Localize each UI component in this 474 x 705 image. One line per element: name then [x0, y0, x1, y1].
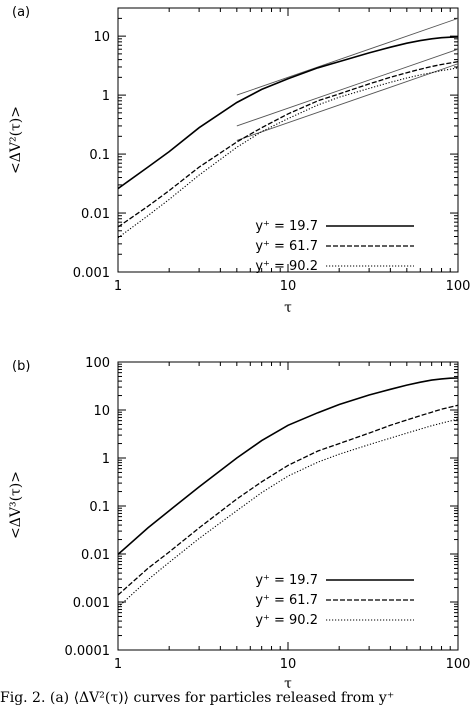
- y-tick-label: 0.1: [89, 500, 110, 515]
- series-line: [117, 36, 459, 190]
- y-tick-label: 0.01: [81, 548, 110, 563]
- legend-label: y⁺ = 90.2: [255, 613, 318, 628]
- reference-line: [236, 17, 459, 96]
- panel-a-label: (a): [12, 5, 30, 20]
- series-line: [117, 418, 459, 608]
- series-line: [117, 404, 459, 596]
- y-tick-label: 0.01: [81, 207, 110, 222]
- x-tick-label: 10: [280, 657, 297, 672]
- panel-a: (a) 0.001 0.01 0.1 1 10 1 10 100 τ <ΔV²(τ)> y⁺…: [8, 5, 470, 316]
- x-tick-label: 100: [446, 279, 471, 294]
- panel-a-reference-lines: [236, 17, 459, 141]
- y-tick-label: 0.1: [89, 148, 110, 163]
- x-tick-label: 1: [114, 279, 122, 294]
- x-tick-label: 1: [114, 657, 122, 672]
- panel-b-legend: y⁺ = 19.7 y⁺ = 61.7 y⁺ = 90.2: [255, 573, 414, 628]
- panel-b-label: (b): [12, 359, 30, 374]
- panel-b-y-axis-label: <ΔV³(τ)>: [8, 471, 24, 539]
- x-tick-label: 100: [446, 657, 471, 672]
- panel-a-y-tick-labels: 0.001 0.01 0.1 1 10: [73, 30, 110, 281]
- panel-b-x-tick-labels: 1 10 100: [114, 657, 471, 672]
- reference-line: [236, 63, 459, 141]
- series-line: [117, 67, 459, 239]
- panel-a-x-tick-labels: 1 10 100: [114, 279, 471, 294]
- legend-label: y⁺ = 61.7: [255, 239, 318, 254]
- y-tick-label: 10: [93, 404, 110, 419]
- legend-label: y⁺ = 61.7: [255, 593, 318, 608]
- y-tick-label: 0.001: [73, 596, 110, 611]
- legend-label: y⁺ = 90.2: [255, 259, 318, 274]
- panel-a-y-axis-label: <ΔV²(τ)>: [8, 106, 24, 174]
- panel-a-legend: y⁺ = 19.7 y⁺ = 61.7 y⁺ = 90.2: [255, 219, 414, 274]
- legend-label: y⁺ = 19.7: [255, 573, 318, 588]
- y-tick-label: 10: [93, 30, 110, 45]
- y-tick-label: 1: [102, 452, 110, 467]
- figure-caption: Fig. 2. (a) ⟨ΔV²(τ)⟩ curves for particle…: [0, 690, 394, 705]
- panel-b-ticks: [117, 362, 459, 651]
- legend-label: y⁺ = 19.7: [255, 219, 318, 234]
- series-line: [117, 60, 459, 228]
- panel-a-x-axis-label: τ: [284, 300, 292, 316]
- panel-b-x-axis-label: τ: [284, 676, 292, 692]
- x-tick-label: 10: [280, 279, 297, 294]
- panel-a-series: [117, 36, 459, 239]
- y-tick-label: 0.001: [73, 266, 110, 281]
- panel-b: (b) 0.0001 0.001 0.01 0.1 1 10 100 1 10 100 τ <Δ…: [8, 356, 470, 692]
- series-line: [117, 377, 459, 555]
- panel-b-y-tick-labels: 0.0001 0.001 0.01 0.1 1 10 100: [65, 356, 111, 659]
- panel-b-series: [117, 377, 459, 608]
- y-tick-label: 100: [85, 356, 110, 371]
- y-tick-label: 0.0001: [65, 644, 111, 659]
- y-tick-label: 1: [102, 89, 110, 104]
- panel-a-ticks: [117, 7, 459, 273]
- reference-line: [236, 48, 459, 127]
